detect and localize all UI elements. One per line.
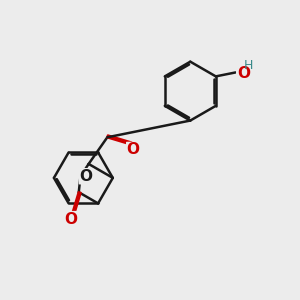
Text: O: O xyxy=(64,212,77,227)
Text: O: O xyxy=(80,169,93,184)
Text: O: O xyxy=(237,66,250,81)
Text: O: O xyxy=(127,142,140,158)
Text: H: H xyxy=(244,59,254,72)
